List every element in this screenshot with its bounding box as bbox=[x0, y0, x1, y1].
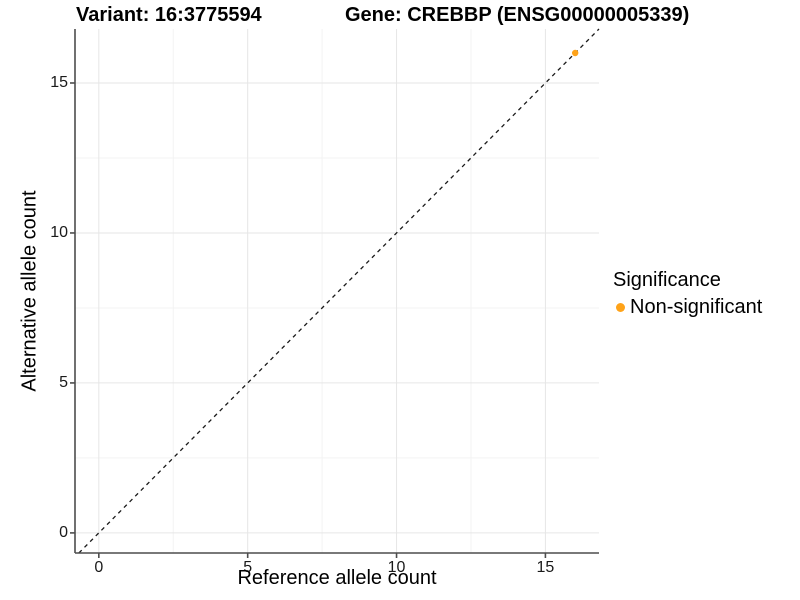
x-axis-title: Reference allele count bbox=[237, 567, 437, 589]
identity-line bbox=[78, 28, 600, 554]
x-tick-label: 15 bbox=[536, 559, 555, 576]
legend-title: Significance bbox=[613, 269, 721, 291]
plot-title-variant: Variant: 16:3775594 bbox=[76, 4, 262, 26]
legend-entry: Non-significant bbox=[613, 295, 762, 319]
y-tick-label: 0 bbox=[59, 523, 68, 541]
legend-entries: Non-significant bbox=[613, 295, 762, 319]
legend-entry-label: Non-significant bbox=[630, 296, 763, 318]
y-tick-label: 15 bbox=[50, 73, 68, 91]
legend: Significance Non-significant bbox=[613, 268, 762, 319]
y-axis-title: Alternative allele count bbox=[18, 190, 41, 392]
y-tick-label: 10 bbox=[50, 223, 68, 241]
x-tick-label: 0 bbox=[94, 559, 104, 576]
data-point[interactable] bbox=[571, 49, 579, 57]
legend-key-dot-icon bbox=[613, 300, 627, 314]
y-tick-label: 5 bbox=[59, 373, 68, 391]
plot-title-gene: Gene: CREBBP (ENSG00000005339) bbox=[345, 4, 690, 26]
x-tick-label: 5 bbox=[243, 559, 253, 576]
point-marker-icon bbox=[615, 302, 625, 312]
x-tick-label: 10 bbox=[387, 559, 406, 576]
